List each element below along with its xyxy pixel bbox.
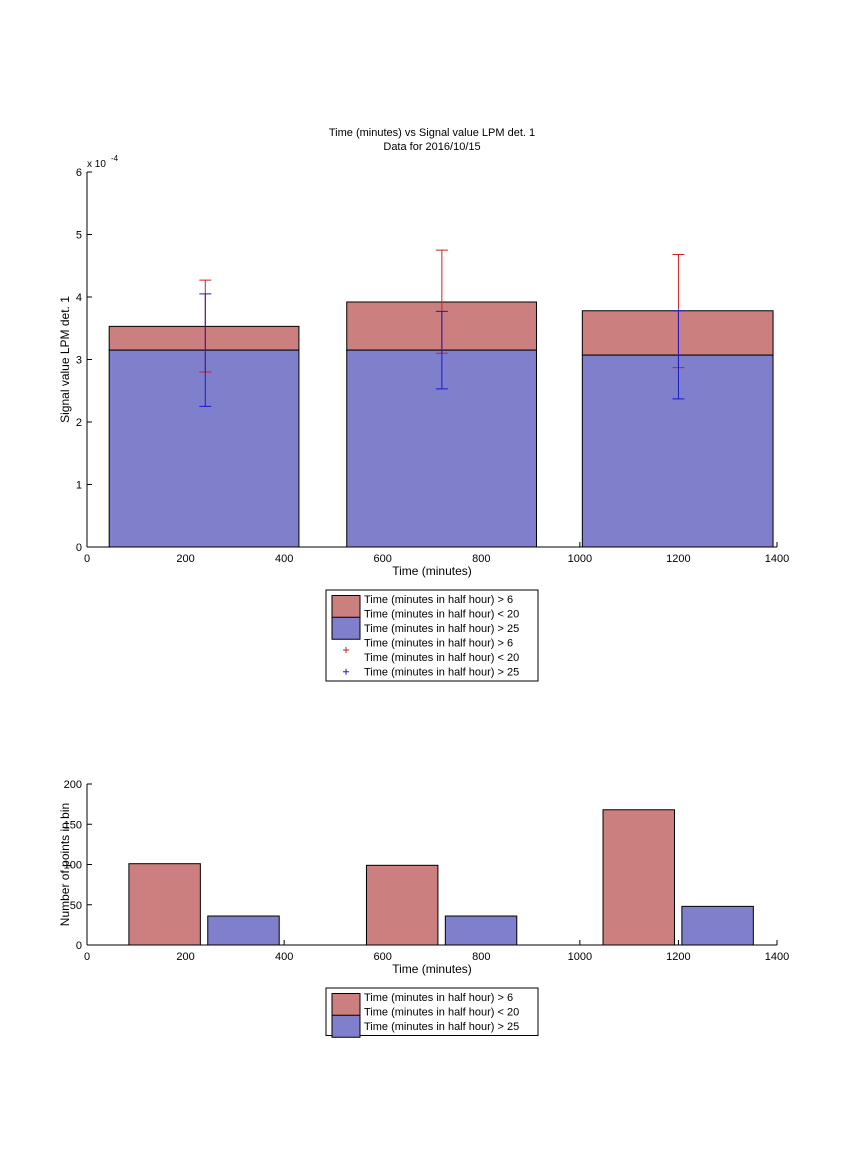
x-tick-label: 0: [84, 553, 90, 565]
bar-blue: [108, 349, 300, 548]
y-tick-label: 50: [70, 900, 82, 912]
x-tick-label: 800: [472, 951, 490, 963]
x-tick-label: 1000: [568, 553, 592, 565]
legend-label: Time (minutes in half hour) > 6: [364, 594, 513, 606]
legend-label: Time (minutes in half hour) < 20: [364, 609, 519, 621]
y-tick-label: 1: [76, 480, 82, 492]
bar-red: [128, 863, 201, 946]
legend-label: Time (minutes in half hour) > 25: [364, 1021, 519, 1033]
signal-chart: Time (minutes) vs Signal value LPM det. …: [58, 127, 789, 682]
x-tick-label: 800: [472, 553, 490, 565]
y-tick-label: 5: [76, 230, 82, 242]
legend-label: Time (minutes in half hour) > 6: [364, 992, 513, 1004]
x-tick-label: 400: [275, 951, 293, 963]
y-tick-label: 100: [64, 860, 82, 872]
x-tick-label: 1200: [666, 951, 690, 963]
chart-title: Time (minutes) vs Signal value LPM det. …: [329, 127, 535, 139]
x-tick-label: 1000: [568, 951, 592, 963]
legend-swatch-blue: [331, 616, 361, 640]
y-axis-label: Number of points in bin: [58, 803, 72, 926]
x-tick-label: 1200: [666, 553, 690, 565]
bar-red: [602, 809, 675, 946]
x-tick-label: 0: [84, 951, 90, 963]
y-tick-label: 0: [76, 940, 82, 952]
legend-label: Time (minutes in half hour) < 20: [364, 652, 519, 664]
y-tick-label: 3: [76, 355, 82, 367]
y-tick-label: 150: [64, 819, 82, 831]
y-tick-label: 4: [76, 292, 82, 304]
y-tick-label: 6: [76, 167, 82, 179]
x-axis-label: Time (minutes): [392, 564, 472, 578]
legend-swatch-red: [331, 595, 361, 618]
y-tick-label: 200: [64, 779, 82, 791]
legend-label: Time (minutes in half hour) > 25: [364, 667, 519, 679]
y-axis-label: Signal value LPM det. 1: [58, 296, 72, 423]
x-tick-label: 1400: [765, 553, 789, 565]
y-tick-label: 0: [76, 542, 82, 554]
y-tick-label: 2: [76, 417, 82, 429]
x-tick-label: 400: [275, 553, 293, 565]
bar-red: [365, 864, 439, 946]
legend-box: [325, 589, 539, 682]
bar-blue: [581, 354, 774, 548]
bar-red: [108, 325, 300, 351]
x-tick-label: 600: [374, 553, 392, 565]
x-tick-label: 600: [374, 951, 392, 963]
y-exponent-power: -4: [111, 154, 119, 163]
legend-label: Time (minutes in half hour) > 6: [364, 638, 513, 650]
legend-label: Time (minutes in half hour) > 25: [364, 623, 519, 635]
count-chart: 0 200 400 600 800 1000 1200 1400 0 50 100 150 200 Tim…: [58, 779, 789, 1038]
legend-box: [325, 987, 539, 1036]
bar-blue: [207, 915, 280, 946]
bar-blue: [444, 915, 518, 946]
chart-subtitle: Data for 2016/10/15: [383, 141, 480, 153]
x-tick-label: 200: [176, 951, 194, 963]
bar-blue: [681, 905, 754, 946]
y-exponent-label: x 10: [87, 159, 106, 170]
x-tick-label: 1400: [765, 951, 789, 963]
legend-swatch-red: [331, 993, 361, 1016]
bar-red: [581, 310, 774, 356]
x-tick-label: 200: [176, 553, 194, 565]
legend-swatch-blue: [331, 1014, 361, 1038]
x-axis-label: Time (minutes): [392, 962, 472, 976]
legend-label: Time (minutes in half hour) < 20: [364, 1007, 519, 1019]
